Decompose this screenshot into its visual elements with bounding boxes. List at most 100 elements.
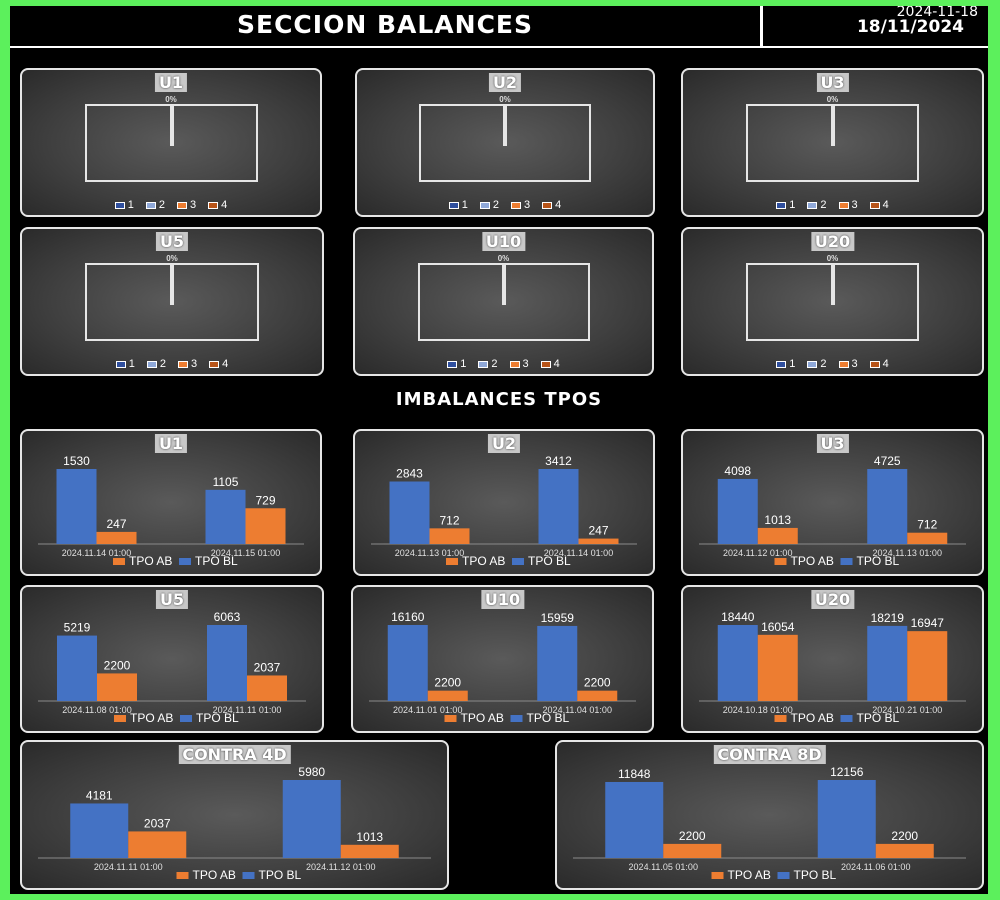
bar-tpo-bl bbox=[282, 780, 341, 858]
legend-swatch bbox=[209, 360, 220, 368]
gauge-needle bbox=[830, 106, 835, 146]
legend-item: 3 bbox=[178, 358, 197, 370]
x-tick-label: 2024.11.11 01:00 bbox=[213, 705, 282, 715]
legend-item: 3 bbox=[838, 199, 858, 211]
data-label-tpo-bl: 11848 bbox=[618, 767, 651, 781]
legend-label: 2 bbox=[492, 199, 499, 211]
x-tick-label: 2024.11.13 01:00 bbox=[395, 548, 464, 558]
gauge-frame bbox=[85, 104, 258, 182]
data-label-tpo-bl: 6063 bbox=[214, 610, 241, 624]
x-tick-label: 2024.11.01 01:00 bbox=[393, 705, 462, 715]
legend-swatch-tpo-ab bbox=[444, 715, 457, 722]
legend-item: 4 bbox=[869, 358, 889, 370]
legend-swatch bbox=[838, 360, 849, 368]
legend-item: 2 bbox=[807, 358, 827, 370]
legend-label-tpo-bl: TPO BL bbox=[528, 554, 571, 568]
data-label-tpo-bl: 1105 bbox=[213, 475, 239, 489]
legend-item: 1 bbox=[447, 358, 466, 370]
legend-swatch-tpo-ab bbox=[774, 558, 787, 565]
x-tick-label: 2024.11.05 01:00 bbox=[629, 862, 698, 872]
chart-panel-u10: U10 16160 2200 2024.11.01 01:00 15959 2200 202… bbox=[351, 585, 654, 733]
bar-tpo-bl bbox=[205, 489, 246, 544]
bar-chart: 11848 2200 2024.11.05 01:00 12156 2200 2024.1… bbox=[573, 765, 966, 882]
legend-label: 2 bbox=[159, 358, 166, 370]
chart-panel-u5: U5 5219 2200 2024.11.08 01:00 6063 2037 2024.1… bbox=[20, 585, 324, 733]
gauge-percent-label: 0% bbox=[826, 95, 839, 104]
legend-swatch bbox=[178, 360, 188, 368]
bar-tpo-ab bbox=[875, 843, 934, 858]
data-label-tpo-bl: 18440 bbox=[721, 610, 755, 624]
legend-swatch bbox=[511, 201, 521, 209]
gauge-frame bbox=[746, 263, 919, 341]
gauge-legend: 1 2 3 4 bbox=[22, 199, 320, 211]
data-label-tpo-ab: 712 bbox=[917, 518, 937, 532]
header-date-iso: 2024-11-18 bbox=[896, 6, 978, 20]
gauge-needle bbox=[830, 265, 835, 305]
legend-label: 3 bbox=[190, 199, 197, 211]
gauge-needle bbox=[170, 265, 174, 305]
legend-label: 2 bbox=[158, 199, 165, 211]
legend-swatch bbox=[177, 201, 187, 209]
legend-swatch-tpo-ab bbox=[176, 872, 189, 879]
legend-label: 3 bbox=[522, 358, 529, 370]
x-tick-label: 2024.11.11 01:00 bbox=[94, 862, 163, 872]
legend-label-tpo-ab: TPO AB bbox=[129, 554, 172, 568]
bar-tpo-ab bbox=[429, 528, 470, 544]
legend-item: 1 bbox=[776, 358, 795, 370]
legend-item: 3 bbox=[177, 199, 196, 211]
x-tick-label: 2024.11.15 01:00 bbox=[211, 548, 280, 558]
legend-label-tpo-ab: TPO AB bbox=[193, 868, 236, 882]
legend-swatch bbox=[478, 360, 489, 368]
x-tick-label: 2024.11.04 01:00 bbox=[543, 705, 612, 715]
legend-label: 4 bbox=[882, 199, 889, 211]
legend-label-tpo-bl: TPO BL bbox=[857, 554, 900, 568]
legend-label: 1 bbox=[789, 358, 796, 370]
legend-swatch bbox=[540, 360, 551, 368]
legend-item: 4 bbox=[208, 199, 227, 211]
legend-swatch bbox=[869, 201, 880, 209]
bar-tpo-ab bbox=[757, 527, 798, 544]
data-label-tpo-ab: 2037 bbox=[254, 660, 281, 674]
data-label-tpo-ab: 712 bbox=[439, 513, 459, 527]
gauge-panel-title: U5 bbox=[155, 232, 189, 251]
data-label-tpo-bl: 5219 bbox=[64, 621, 91, 635]
bar-tpo-ab bbox=[907, 631, 948, 701]
legend-swatch bbox=[838, 201, 849, 209]
data-label-tpo-ab: 2200 bbox=[891, 829, 918, 843]
legend-swatch-tpo-bl bbox=[512, 558, 524, 565]
bar-tpo-ab bbox=[128, 831, 187, 858]
data-label-tpo-bl: 4725 bbox=[874, 454, 901, 468]
x-tick-label: 2024.11.12 01:00 bbox=[723, 548, 792, 558]
legend-label: 2 bbox=[820, 199, 827, 211]
gauge-panel-title: U1 bbox=[154, 73, 188, 92]
legend-label-tpo-ab: TPO AB bbox=[791, 554, 834, 568]
gauge-panel-title: U20 bbox=[810, 232, 855, 251]
bar-tpo-ab bbox=[757, 634, 798, 701]
data-label-tpo-bl: 12156 bbox=[830, 765, 864, 779]
bar-tpo-bl bbox=[387, 625, 428, 701]
legend-swatch-tpo-bl bbox=[242, 872, 255, 879]
legend-item: 3 bbox=[511, 199, 530, 211]
bar-tpo-bl bbox=[537, 625, 578, 701]
legend-swatch bbox=[542, 201, 553, 209]
legend-label-tpo-bl: TPO BL bbox=[527, 711, 570, 725]
bar-tpo-ab bbox=[96, 531, 137, 544]
bar-tpo-ab bbox=[427, 690, 468, 701]
legend-item: 2 bbox=[479, 199, 499, 211]
legend-swatch bbox=[448, 201, 459, 209]
gauge-percent-label: 0% bbox=[499, 95, 511, 104]
dashboard-frame: SECCION BALANCES 2024-11-18 18/11/2024 U… bbox=[10, 6, 988, 894]
gauge-frame bbox=[85, 263, 259, 341]
gauge-percent-label: 0% bbox=[826, 254, 839, 263]
page-title: SECCION BALANCES bbox=[237, 10, 533, 39]
data-label-tpo-ab: 2200 bbox=[434, 676, 461, 690]
bar-tpo-bl bbox=[867, 469, 908, 544]
bar-tpo-ab bbox=[578, 538, 619, 544]
legend-item: 2 bbox=[146, 358, 166, 370]
bar-tpo-ab bbox=[663, 843, 722, 858]
header-date: 18/11/2024 bbox=[856, 17, 964, 37]
chart-panel-contra-4d: CONTRA 4D 4181 2037 2024.11.11 01:00 5980 101… bbox=[20, 740, 449, 890]
legend-item: 3 bbox=[838, 358, 858, 370]
data-label-tpo-ab: 247 bbox=[106, 517, 126, 531]
gauge-percent-label: 0% bbox=[166, 254, 178, 263]
